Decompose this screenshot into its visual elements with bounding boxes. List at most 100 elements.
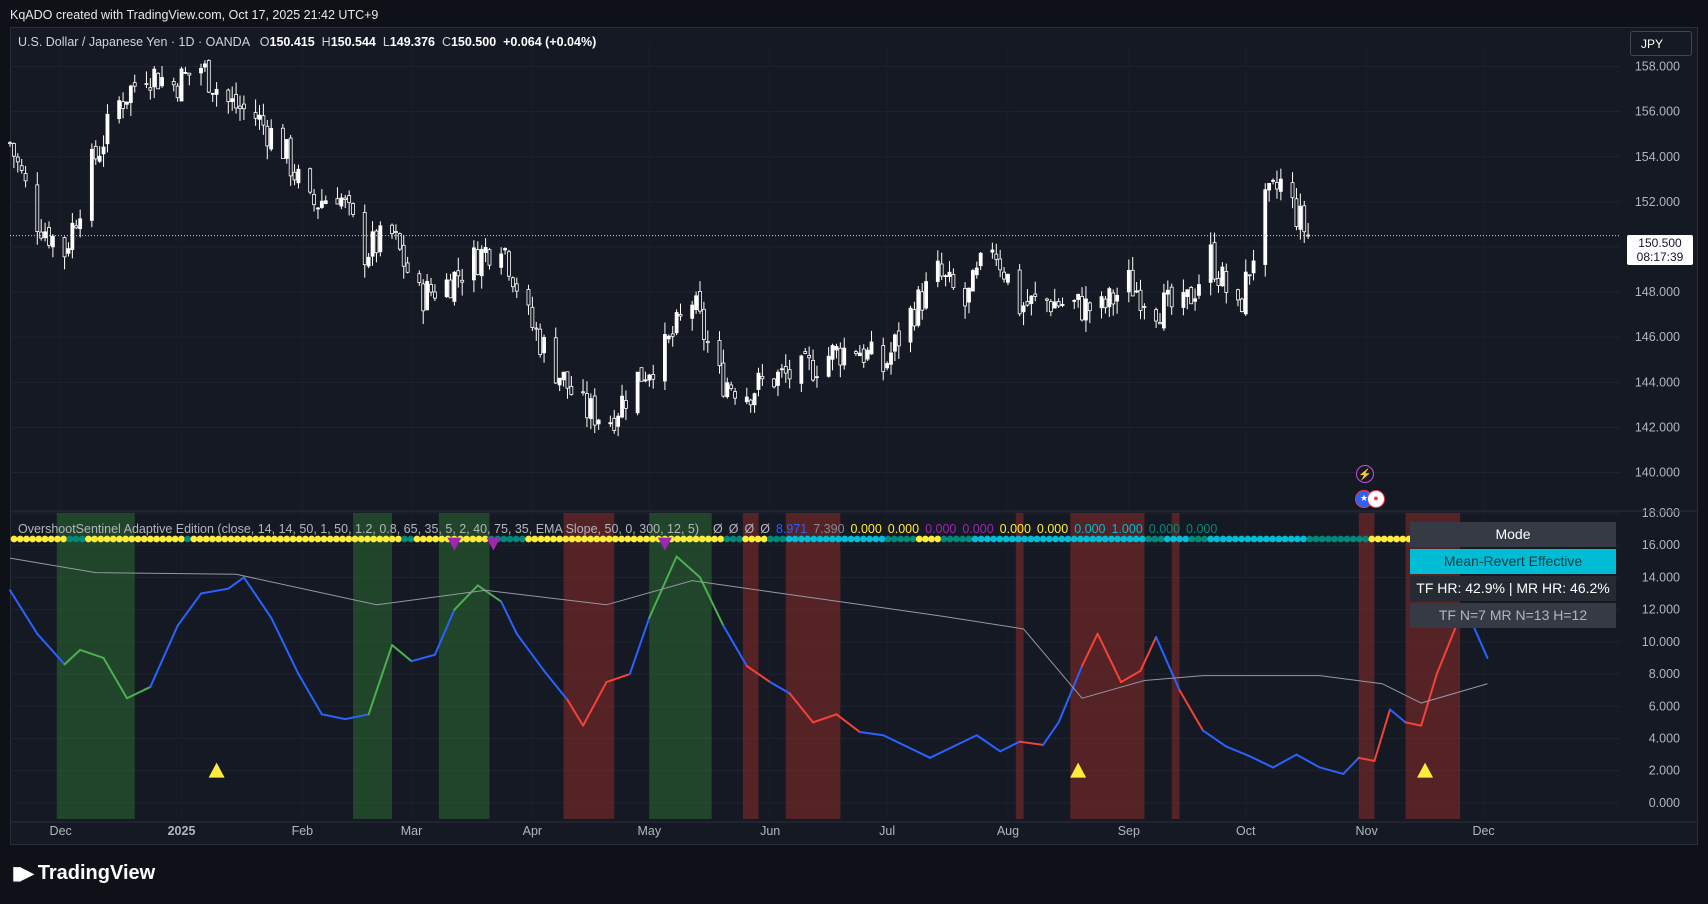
candle-body (1111, 292, 1116, 305)
indicator-zones (56, 513, 1461, 819)
candle-body (666, 335, 671, 340)
candle-body (1126, 269, 1131, 293)
currency-button[interactable]: JPY (1630, 31, 1692, 56)
status-dot (946, 535, 954, 543)
candle-body (838, 347, 843, 366)
status-dot (481, 535, 489, 543)
candle-body (670, 333, 675, 337)
candle-body (374, 230, 379, 254)
last-price-value: 150.500 (1638, 236, 1682, 250)
status-dot (264, 535, 272, 543)
candle-body (171, 81, 176, 86)
status-dot (10, 535, 18, 543)
status-dot (816, 535, 824, 543)
signal-line-segment (176, 592, 203, 627)
status-dot (853, 535, 861, 543)
candle-body (779, 368, 784, 371)
status-dot (1238, 535, 1245, 543)
status-dot (574, 535, 582, 543)
candle-body (128, 85, 133, 103)
candle-body (152, 68, 157, 88)
time-tick-label: May (638, 824, 662, 838)
lightning-event-icon[interactable]: ⚡ (1356, 465, 1374, 483)
candle-body (1017, 269, 1022, 315)
status-dot (909, 535, 917, 543)
status-dot (568, 535, 576, 543)
signal-line-segment (36, 632, 66, 666)
signal-line-segment (1248, 755, 1275, 769)
candle-body (238, 105, 242, 109)
candle-body (292, 171, 297, 181)
status-dot (190, 535, 198, 543)
symbol-name[interactable]: U.S. Dollar / Japanese Yen · 1D · OANDA (18, 35, 250, 49)
signal-line-segment (9, 589, 39, 635)
candle-body (347, 195, 352, 204)
attribution-text: KqADO created with TradingView.com, Oct … (10, 8, 379, 22)
price-tick-label: 156.000 (1635, 105, 1680, 119)
status-dot (240, 535, 247, 543)
candle-body (1115, 295, 1120, 302)
status-dot (1033, 535, 1041, 543)
tradingview-logo[interactable]: ▮▶ TradingView (12, 862, 155, 885)
candle-body (1138, 289, 1143, 311)
status-dot (41, 535, 49, 543)
status-dot (475, 535, 483, 543)
status-dot (1207, 535, 1214, 543)
indicator-tick-label: 2.000 (1649, 764, 1680, 778)
time-tick-label: Feb (292, 824, 314, 838)
candle-body (19, 165, 24, 171)
status-dot (1015, 535, 1022, 543)
candle-body (1099, 296, 1104, 309)
candle-body (1025, 301, 1030, 306)
indicator-name[interactable]: OvershootSentinel Adaptive Edition (clos… (18, 522, 700, 536)
signal-line-segment (1404, 721, 1423, 727)
status-dot (1002, 535, 1010, 543)
status-dot (184, 535, 192, 543)
candle-body (35, 184, 40, 232)
candle-body (1134, 290, 1139, 293)
candle-body (452, 271, 457, 302)
time-tick-label: Nov (1355, 824, 1378, 838)
candle-body (1220, 266, 1225, 287)
indicator-tick-label: 12.000 (1642, 603, 1680, 617)
status-dot (810, 535, 818, 543)
status-dot (1331, 535, 1338, 543)
status-dot (599, 535, 607, 543)
candle-body (421, 283, 426, 312)
status-dot (91, 535, 98, 543)
economic-events-icon[interactable]: ★ ● (1355, 490, 1389, 508)
candle-body (1154, 309, 1159, 322)
sell-signal-marker (447, 537, 462, 551)
indicator-tick-label: 6.000 (1649, 699, 1680, 713)
status-dot (1182, 535, 1190, 543)
candle-body (967, 287, 971, 303)
candle-body (889, 352, 893, 365)
sell-signal-marker (657, 537, 672, 551)
indicator-value-10: 0.000 (999, 522, 1031, 536)
candle-body (444, 279, 449, 298)
status-dot (54, 535, 61, 543)
status-dot (736, 535, 743, 543)
candle-body (826, 355, 831, 377)
signal-line-segment (745, 665, 772, 684)
candle-body (93, 145, 98, 160)
time-tick-label: Apr (523, 824, 542, 838)
candle-body (507, 251, 511, 277)
candle-body (405, 262, 410, 273)
signal-line-segment (391, 644, 413, 663)
signal-line-segment (1120, 669, 1142, 684)
signal-line-segment (648, 555, 678, 619)
mode-value: Mean-Revert Effective (1410, 549, 1616, 574)
candle-body (1290, 182, 1295, 199)
status-dot (351, 535, 359, 543)
candle-body (362, 212, 367, 266)
candle-body (616, 415, 621, 427)
status-dot (543, 535, 551, 543)
candle-body (1271, 179, 1275, 182)
candle-body (1080, 296, 1084, 321)
status-dot (934, 535, 942, 543)
status-dot (767, 535, 774, 543)
candle-body (1278, 178, 1283, 192)
overshoot-zone-red (563, 513, 615, 819)
